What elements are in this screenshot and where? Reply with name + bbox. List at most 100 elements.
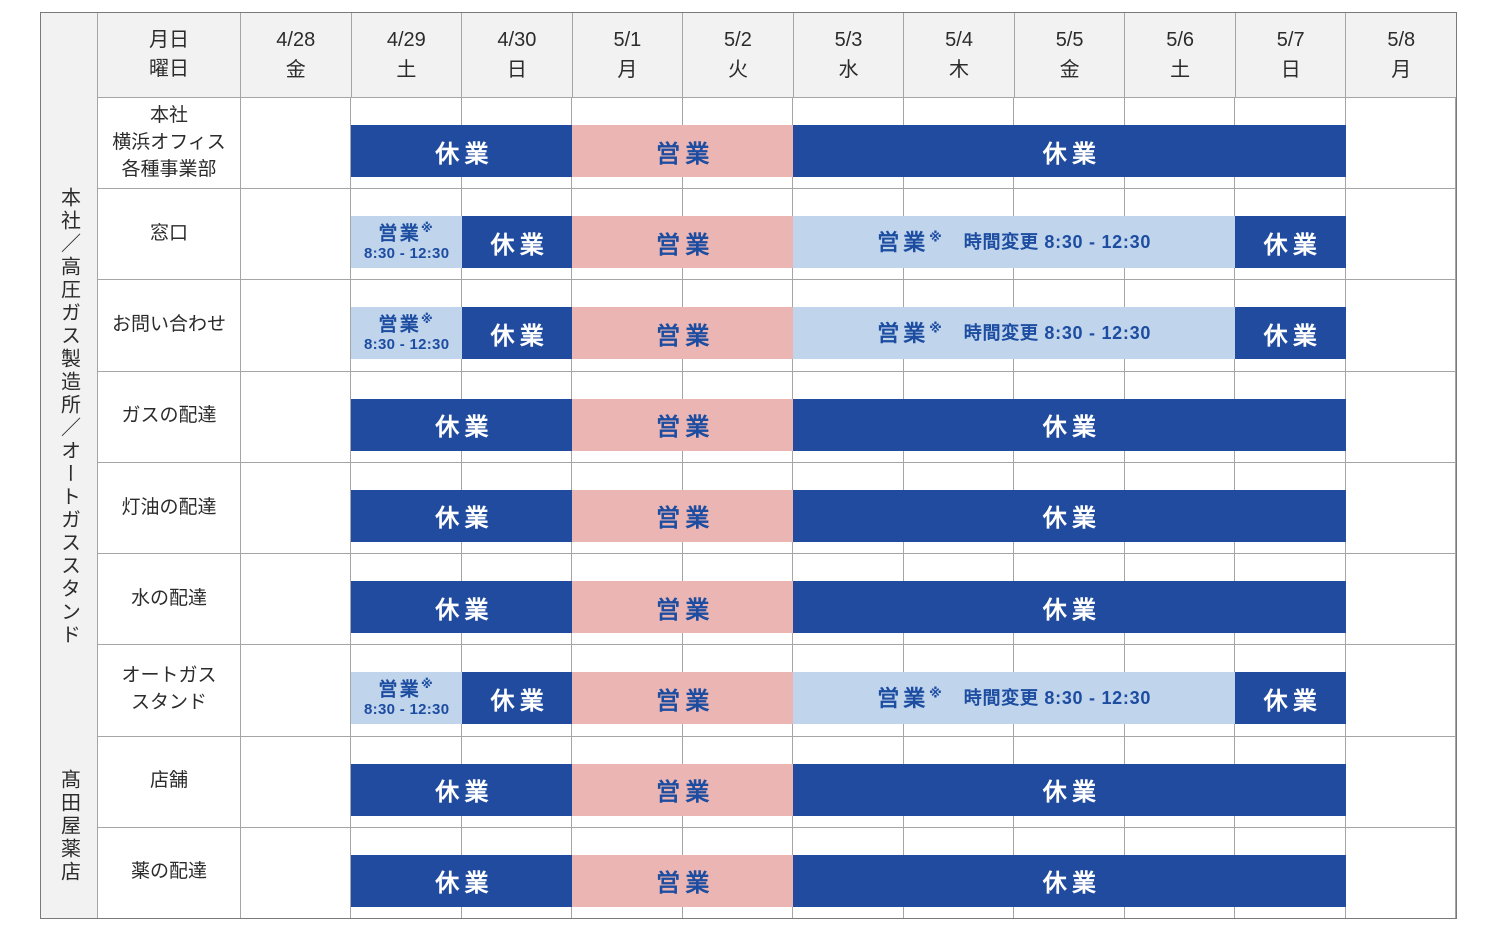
bar-open-text: 営業 bbox=[378, 314, 421, 336]
date-day-corner-header: 月日 曜日 bbox=[98, 13, 241, 97]
open-bar: 営業 bbox=[572, 125, 794, 177]
row-label: 窓口 bbox=[98, 189, 241, 280]
header-dow: 金 bbox=[285, 59, 306, 81]
header-date: 4/28 bbox=[276, 29, 316, 51]
bar-text: 営業 bbox=[656, 505, 715, 533]
header-dow: 月 bbox=[617, 59, 638, 81]
bar-text: 休業 bbox=[490, 322, 550, 350]
bar-text: 休業 bbox=[435, 596, 494, 624]
row-bars-area: 休業 営業 休業 bbox=[241, 462, 1456, 554]
date-header-cell: 5/7 日 bbox=[1236, 13, 1347, 97]
row-label-line: 店舗 bbox=[149, 770, 188, 792]
header-dow: 日 bbox=[506, 59, 527, 81]
row-label: 灯油の配達 bbox=[98, 462, 241, 554]
closed-bar: 休業 bbox=[793, 854, 1346, 907]
row-label-line: オートガス bbox=[121, 665, 217, 687]
bar-open-text: 営業※ bbox=[877, 320, 946, 346]
bar-text: 休業 bbox=[1042, 505, 1102, 533]
asterisk-mark: ※ bbox=[420, 677, 435, 692]
bar-text: 休業 bbox=[1042, 140, 1102, 168]
day-cell bbox=[241, 371, 352, 462]
bar-text: 営業 bbox=[656, 779, 715, 807]
bar-open-text: 営業 bbox=[378, 679, 421, 701]
schedule-rows: 本社 横浜オフィス 各種事業部 休業 営業 休業 窓口 営業※ 8:30 - 12:30 休業 営業… bbox=[98, 98, 1456, 918]
row-label-line: 各種事業部 bbox=[121, 158, 217, 180]
holiday-schedule-table: 本社／高圧ガス製造所／オートガススタンド 髙田屋薬店 月日 曜日 4/28 金 4/2… bbox=[40, 12, 1457, 919]
closed-bar: 休業 bbox=[351, 489, 573, 542]
bar-text: 休業 bbox=[1042, 870, 1102, 898]
date-header-cell: 5/2 火 bbox=[683, 13, 794, 97]
bar-text: 営業※ bbox=[378, 312, 435, 336]
header-date: 5/7 bbox=[1276, 29, 1305, 51]
schedule-grid: 月日 曜日 4/28 金 4/29 土 4/30 日 5/1 月 5/2 火 5/3 水 5/4 木 5/5… bbox=[98, 13, 1456, 918]
open-bar: 営業 bbox=[572, 763, 794, 816]
bar-text: 休業 bbox=[435, 414, 494, 442]
date-header-cell: 5/6 土 bbox=[1125, 13, 1236, 97]
day-cell bbox=[1346, 98, 1456, 189]
asterisk-mark: ※ bbox=[929, 685, 946, 701]
closed-bar: 休業 bbox=[351, 125, 573, 177]
row-bars-area: 休業 営業 休業 bbox=[241, 736, 1456, 827]
bar-text: 営業 bbox=[656, 140, 715, 168]
section-label-text: 本社／高圧ガス製造所／オートガススタンド bbox=[57, 186, 80, 647]
corner-label-date: 月日 bbox=[149, 29, 189, 51]
header-date: 5/6 bbox=[1166, 29, 1195, 51]
day-cell bbox=[241, 280, 352, 371]
open-changed-hours-bar: 営業※ 時間変更 8:30 - 12:30 bbox=[793, 216, 1236, 269]
row-bars-area: 営業※ 8:30 - 12:30 休業 営業 営業※ 時間変更 8:30 - 12:30 休… bbox=[241, 645, 1456, 736]
row-label-line: ガスの配達 bbox=[121, 405, 217, 427]
bar-open-text: 営業※ bbox=[877, 685, 946, 711]
closed-bar: 休業 bbox=[793, 581, 1346, 634]
date-header-cell: 5/3 水 bbox=[794, 13, 905, 97]
bar-text: 休業 bbox=[435, 779, 494, 807]
day-cell bbox=[241, 98, 352, 189]
row-bars-area: 休業 営業 休業 bbox=[241, 554, 1456, 645]
bar-text: 休業 bbox=[435, 505, 494, 533]
closed-bar: 休業 bbox=[1235, 307, 1346, 360]
bar-text: 休業 bbox=[490, 231, 550, 259]
bar-hours-text: 8:30 - 12:30 bbox=[364, 336, 450, 354]
row-label: お問い合わせ bbox=[98, 280, 241, 371]
bar-text: 営業 bbox=[656, 414, 715, 442]
day-cell bbox=[1346, 189, 1456, 280]
corner-label-dow: 曜日 bbox=[149, 58, 189, 80]
closed-bar: 休業 bbox=[1235, 216, 1346, 269]
closed-bar: 休業 bbox=[1235, 672, 1346, 725]
bar-text: 休業 bbox=[435, 870, 494, 898]
row-label-line: 水の配達 bbox=[130, 587, 207, 609]
date-header-cell: 5/1 月 bbox=[573, 13, 684, 97]
bar-hours-text: 8:30 - 12:30 bbox=[364, 701, 450, 719]
closed-bar: 休業 bbox=[351, 581, 573, 634]
asterisk-mark: ※ bbox=[929, 320, 946, 336]
section-label-column: 本社／高圧ガス製造所／オートガススタンド 髙田屋薬店 bbox=[41, 13, 98, 918]
closed-bar: 休業 bbox=[461, 307, 573, 360]
bar-text: 休業 bbox=[1263, 322, 1323, 350]
day-cell bbox=[1346, 371, 1456, 462]
row-label: 水の配達 bbox=[98, 554, 241, 645]
row-label: オートガス スタンド bbox=[98, 645, 241, 736]
table-row: 窓口 営業※ 8:30 - 12:30 休業 営業 営業※ 時間変更 8:30 - 12:3… bbox=[98, 189, 1456, 281]
open-bar: 営業 bbox=[572, 307, 794, 360]
bar-text: 休業 bbox=[490, 687, 550, 715]
asterisk-mark: ※ bbox=[420, 312, 435, 327]
section-label: 本社／高圧ガス製造所／オートガススタンド bbox=[41, 98, 97, 736]
day-cell bbox=[1346, 462, 1456, 554]
open-bar: 営業 bbox=[572, 581, 794, 634]
asterisk-mark: ※ bbox=[929, 229, 946, 245]
header-dow: 金 bbox=[1059, 59, 1080, 81]
bar-text: 休業 bbox=[1042, 596, 1102, 624]
row-label: 薬の配達 bbox=[98, 827, 241, 918]
date-header-cell: 4/30 日 bbox=[462, 13, 573, 97]
bar-text: 営業 bbox=[656, 870, 715, 898]
open-bar: 営業 bbox=[572, 672, 794, 725]
bar-text: 休業 bbox=[1042, 414, 1102, 442]
row-label-line: 本社 bbox=[149, 104, 188, 126]
day-cell bbox=[1346, 280, 1456, 371]
table-row: 灯油の配達 休業 営業 休業 bbox=[98, 462, 1456, 555]
bar-text: 営業 bbox=[877, 320, 930, 346]
day-cell bbox=[241, 736, 352, 827]
bar-text: 営業 bbox=[877, 685, 930, 711]
header-date: 4/30 bbox=[497, 29, 537, 51]
header-dow: 火 bbox=[727, 59, 748, 81]
